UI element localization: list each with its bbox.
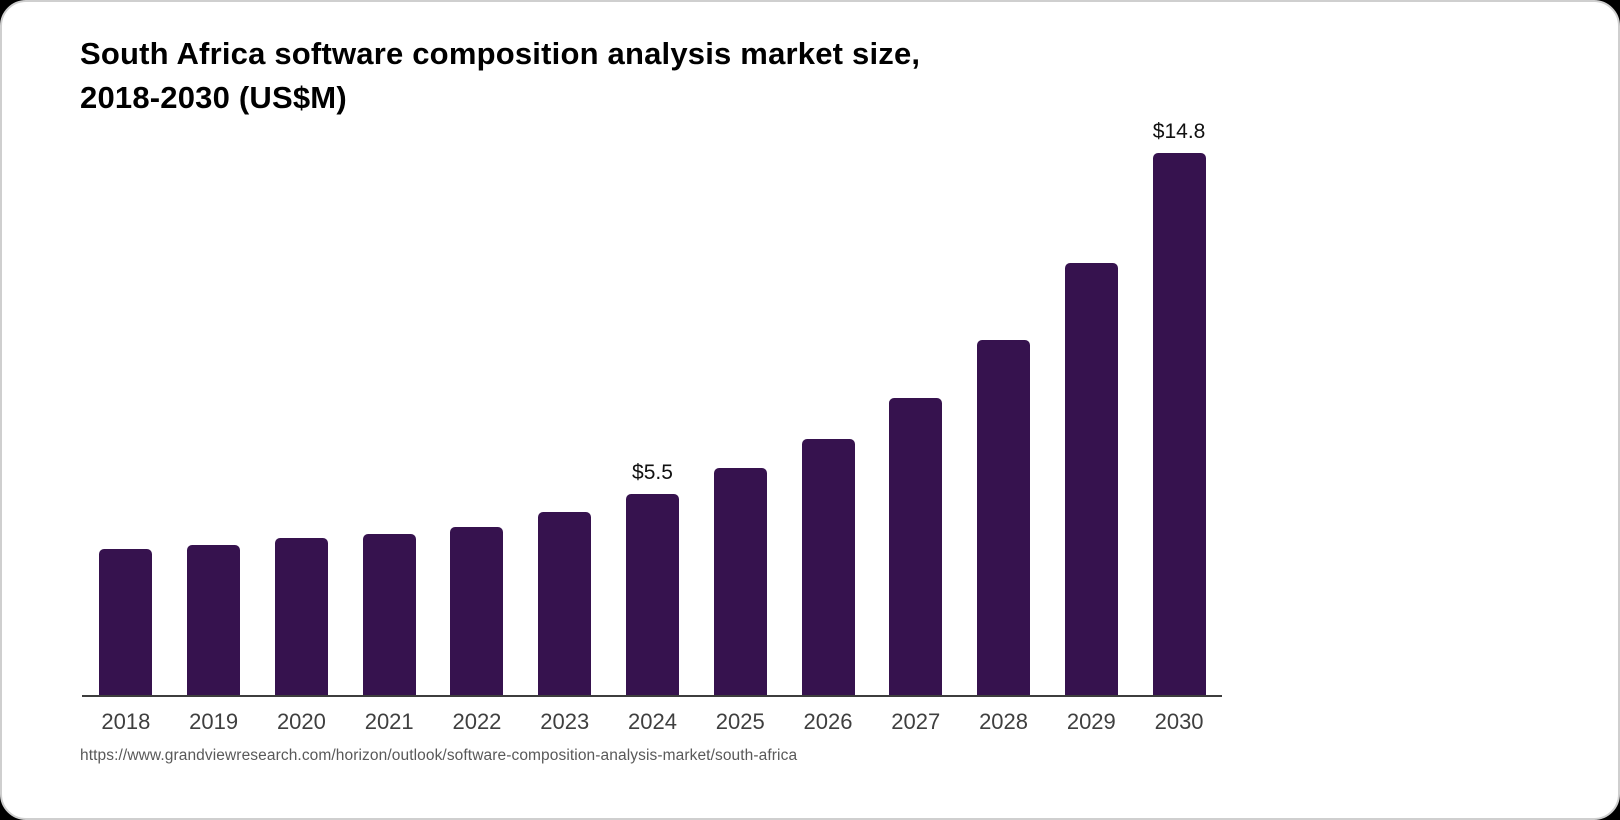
x-axis-tick-label-2020: 2020 — [276, 709, 326, 734]
bar-column-2027 — [872, 153, 960, 695]
bar-2021 — [362, 534, 416, 695]
bar-2029 — [1064, 263, 1118, 695]
x-axis-tick-label-2019: 2019 — [189, 709, 239, 734]
bar-column-2024: $5.5 — [609, 153, 697, 695]
bar-column-2022 — [433, 153, 521, 695]
bar-column-2028 — [960, 153, 1048, 695]
page-title: South Africa software composition analys… — [80, 32, 1180, 120]
bar-column-2026 — [784, 153, 872, 695]
bar-2019 — [187, 545, 241, 695]
bar-2026 — [801, 439, 855, 695]
bar-column-2025 — [696, 153, 784, 695]
x-axis-tick-label-2022: 2022 — [452, 709, 502, 734]
bar-column-2030: $14.8 — [1135, 120, 1223, 695]
bar-column-2019 — [170, 153, 258, 695]
bar-2030 — [1152, 153, 1206, 695]
x-axis-tick-label-2027: 2027 — [891, 709, 941, 734]
x-axis-tick-labels: 2018 2019 2020 2021 2022 2023 2024 2025 2026 2027… — [82, 709, 1223, 735]
x-axis-tick-label-2030: 2030 — [1154, 709, 1204, 734]
x-axis-tick-label-2018: 2018 — [101, 709, 151, 734]
bar-2018 — [99, 549, 153, 695]
bar-column-2029 — [1047, 153, 1135, 695]
x-axis-tick-label-2024: 2024 — [628, 709, 677, 734]
chart-title-line-2: 2018-2030 (US$M) — [80, 80, 347, 115]
bar-chart-plot-area: $5.5 $14.8 — [82, 120, 1223, 695]
bar-2022 — [450, 527, 504, 695]
x-axis-tick-label-2029: 2029 — [1066, 709, 1116, 734]
bar-2020 — [274, 538, 328, 695]
bar-column-2018 — [82, 153, 170, 695]
bar-2028 — [977, 340, 1031, 695]
bar-2023 — [538, 512, 592, 695]
bar-column-2021 — [345, 153, 433, 695]
chart-title-line-1: South Africa software composition analys… — [80, 36, 921, 71]
x-axis-tick-label-2021: 2021 — [364, 709, 414, 734]
bar-2025 — [713, 468, 767, 695]
bar-column-2023 — [521, 153, 609, 695]
x-axis-tick-label-2025: 2025 — [715, 709, 765, 734]
x-axis-tick-label-2028: 2028 — [979, 709, 1029, 734]
x-axis-tick-label-2026: 2026 — [803, 709, 853, 734]
bar-column-2020 — [258, 153, 346, 695]
x-axis-line — [82, 695, 1222, 697]
bar-2027 — [889, 398, 943, 695]
bar-value-label-2030: $14.8 — [1152, 120, 1206, 143]
x-axis-tick-label-2023: 2023 — [540, 709, 590, 734]
bar-2024 — [625, 494, 679, 695]
source-url: https://www.grandviewresearch.com/horizo… — [80, 747, 798, 764]
bar-value-label-2024: $5.5 — [632, 461, 673, 484]
